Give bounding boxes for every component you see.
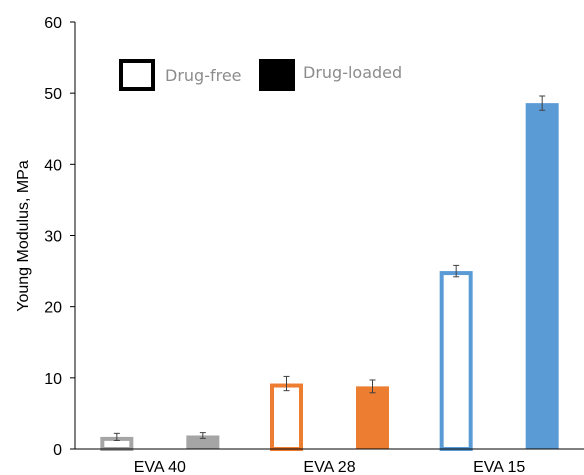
- y-tick-label: 30: [44, 229, 62, 246]
- bar-drug-free: [439, 271, 473, 452]
- bar-drug-loaded: [525, 103, 559, 449]
- x-axis: EVA 40 EVA 28 EVA 15: [75, 448, 584, 475]
- x-tick-label: EVA 28: [303, 459, 355, 475]
- x-tick-label: EVA 40: [134, 459, 186, 475]
- y-tick-label: 10: [44, 371, 62, 388]
- legend-label-drug-loaded: Drug-loaded: [303, 63, 402, 82]
- y-axis-title: Young Modulus, MPa: [15, 160, 32, 312]
- legend: Drug-free Drug-loaded: [119, 59, 402, 91]
- y-tick-label: 50: [44, 86, 62, 103]
- bar-drug-loaded: [186, 435, 220, 449]
- bars: [100, 95, 559, 452]
- y-tick-label: 0: [53, 442, 62, 459]
- y-axis: 0 10 20 30 40 50 60: [44, 15, 76, 459]
- y-tick-label: 20: [44, 300, 62, 317]
- bar-drug-free: [270, 383, 303, 452]
- bar-drug-loaded: [356, 386, 389, 449]
- x-tick-label: EVA 15: [473, 459, 525, 475]
- legend-label-drug-free: Drug-free: [165, 66, 242, 85]
- legend-swatch-drug-loaded: [259, 59, 295, 91]
- y-tick-label: 60: [44, 15, 62, 32]
- y-tick-label: 40: [44, 157, 62, 174]
- legend-swatch-drug-free: [119, 59, 155, 91]
